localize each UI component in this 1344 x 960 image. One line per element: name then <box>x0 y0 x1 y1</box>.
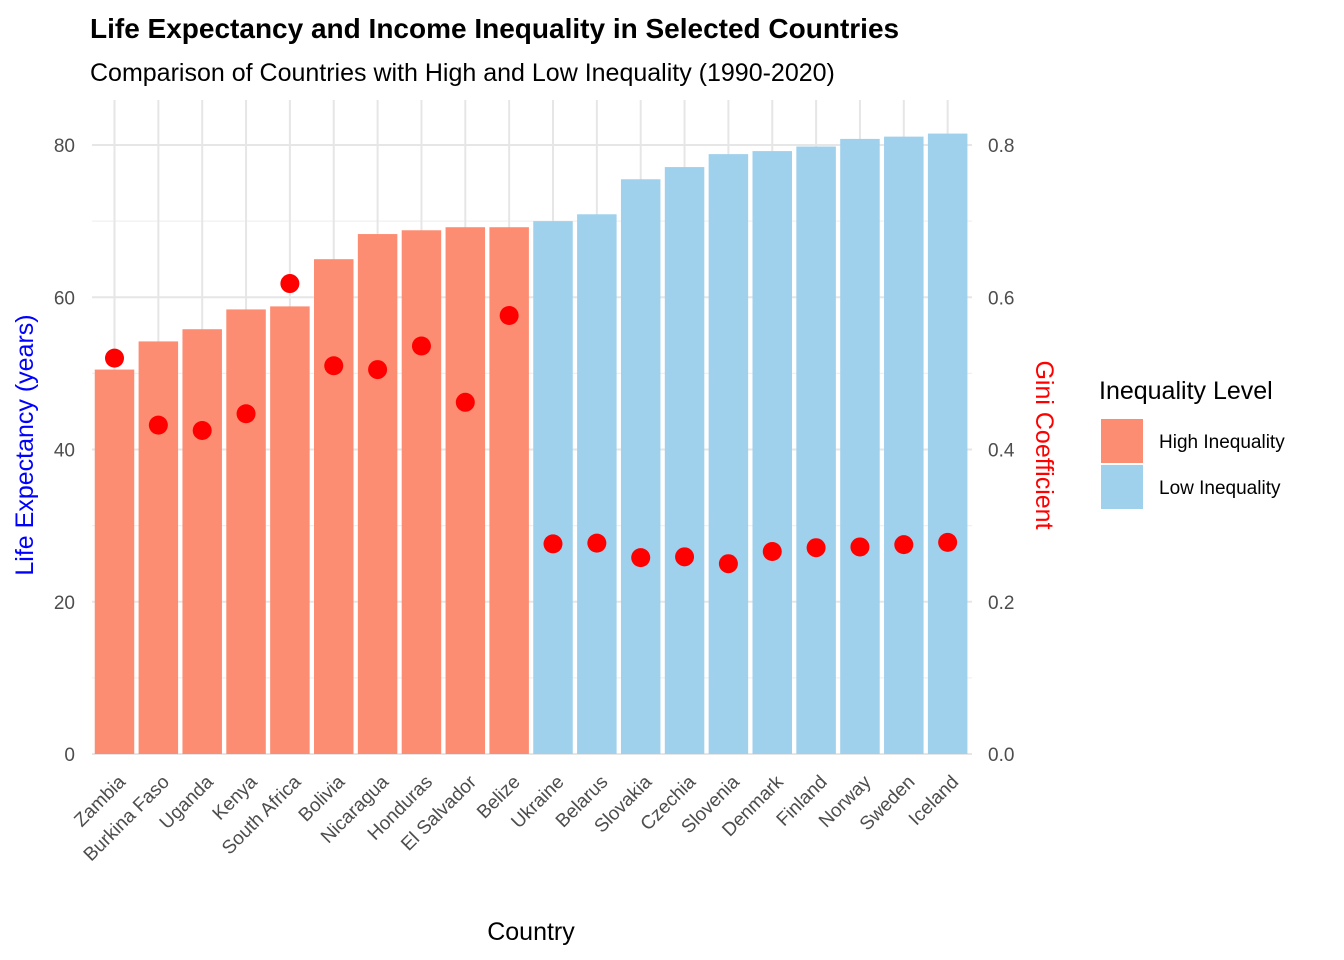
gini-point-bolivia <box>324 356 344 376</box>
y-axis-ticks: 0 20 40 60 80 <box>54 136 75 766</box>
gini-point-sweden <box>894 535 914 555</box>
gini-point-honduras <box>411 336 431 356</box>
bar-nicaragua <box>357 234 398 754</box>
gini-point-kenya <box>236 404 256 424</box>
legend-swatch-low <box>1101 465 1143 509</box>
gini-point-ukraine <box>543 534 563 554</box>
legend-label-high: High Inequality <box>1159 432 1285 453</box>
gini-point-czechia <box>675 547 695 567</box>
bar-slovakia <box>620 179 661 755</box>
grid <box>92 100 972 755</box>
gini-point-nicaragua <box>368 360 388 380</box>
y-tick-label: 20 <box>54 593 75 614</box>
y-tick-label: 0 <box>64 745 75 766</box>
bar-ukraine <box>533 221 573 754</box>
chart-subtitle: Comparison of Countries with High and Lo… <box>90 59 835 87</box>
chart-title: Life Expectancy and Income Inequality in… <box>90 13 899 44</box>
gini-point-uganda <box>192 420 212 440</box>
gini-point-slovenia <box>718 554 738 574</box>
gini-point-zambia <box>105 348 124 368</box>
bar-burkina-faso <box>138 341 179 754</box>
gini-points <box>105 274 958 574</box>
y-tick-label: 40 <box>54 441 75 462</box>
bar-honduras <box>401 230 442 754</box>
y-tick-label: 80 <box>54 136 75 157</box>
bar-south-africa <box>270 306 310 754</box>
y2-tick-label: 0.6 <box>988 288 1014 309</box>
legend-swatch-high <box>1101 419 1143 463</box>
bar-belarus <box>577 214 617 754</box>
bar-iceland <box>927 133 968 755</box>
bar-zambia <box>94 369 135 754</box>
bar-norway <box>840 138 880 754</box>
bar-finland <box>796 146 836 754</box>
legend-label-low: Low Inequality <box>1159 478 1281 499</box>
bar-slovenia <box>708 154 749 754</box>
gini-point-norway <box>850 537 870 557</box>
bar-uganda <box>182 329 222 754</box>
gini-point-denmark <box>762 542 782 562</box>
bar-kenya <box>226 309 266 754</box>
y2-axis-title: Gini Coefficient <box>1030 360 1058 529</box>
x-tick-label: Iceland <box>905 772 963 830</box>
y2-tick-label: 0.2 <box>988 593 1014 614</box>
x-axis-title: Country <box>487 918 575 946</box>
bar-el-salvador <box>445 227 486 755</box>
legend: Inequality Level High Inequality Low Ine… <box>1099 377 1285 509</box>
y2-tick-label: 0.0 <box>988 745 1014 766</box>
bars <box>94 133 968 755</box>
y2-tick-label: 0.4 <box>988 441 1015 462</box>
gini-point-south-africa <box>280 274 300 294</box>
gini-point-belarus <box>587 533 607 553</box>
bar-czechia <box>664 167 705 755</box>
gini-point-slovakia <box>631 548 651 568</box>
bar-denmark <box>752 151 792 755</box>
legend-title: Inequality Level <box>1099 377 1273 405</box>
gini-point-burkina-faso <box>148 415 168 435</box>
gini-point-iceland <box>938 532 958 552</box>
bar-sweden <box>884 136 924 755</box>
gini-point-el-salvador <box>455 392 475 412</box>
y-tick-label: 60 <box>54 288 75 309</box>
gini-point-belize <box>499 306 519 326</box>
y-axis-title: Life Expectancy (years) <box>11 314 39 575</box>
y2-axis-ticks: 0.0 0.2 0.4 0.6 0.8 <box>988 136 1015 766</box>
gini-point-finland <box>806 538 826 558</box>
bar-bolivia <box>314 259 354 754</box>
y2-tick-label: 0.8 <box>988 136 1014 157</box>
